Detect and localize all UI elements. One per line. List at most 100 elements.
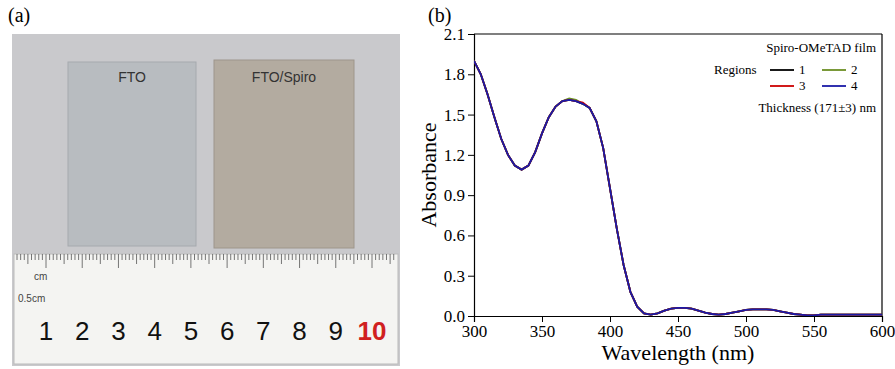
tick: 0.3 [444,267,474,286]
tick-label: 400 [598,322,624,341]
ruler-number: 10 [358,316,387,346]
ruler-tick [295,254,296,260]
ruler-tick [237,254,238,260]
ruler-tick [372,254,373,268]
ruler-tick [169,254,170,260]
tick: 2.1 [444,25,474,44]
ruler-tick [201,254,202,260]
ruler-tick [353,254,354,264]
tick-label: 350 [530,322,556,341]
tick: 0.9 [444,186,474,205]
tick-label: 2.1 [444,25,465,44]
figure: (a)FTOFTO/Spirocm0.5cm12345678910(b)3003… [0,0,895,369]
ruler-tick [27,254,28,264]
ruler-tick [64,254,65,264]
ruler-tick [361,254,362,260]
glass-fto [68,62,196,246]
ruler-tick [382,254,383,260]
tick-label: 550 [802,322,828,341]
ruler-tick [393,254,394,260]
ruler-tick [176,254,177,260]
ruler-tick [346,254,347,260]
ruler-tick [93,254,94,260]
tick: 300 [462,316,488,341]
ruler-tick [136,254,137,264]
ruler-tick [53,254,54,260]
tick-label: 450 [666,322,692,341]
ruler-tick [368,254,369,260]
ruler-tick [100,254,101,264]
ruler-tick [132,254,133,260]
ruler-tick [78,254,79,260]
ruler-tick [118,254,119,268]
ruler-tick [306,254,307,260]
y-axis-title: Absorbance [416,122,441,227]
panel-label: (b) [428,4,451,27]
tick-mark [468,195,474,196]
ruler-tick [198,254,199,260]
ruler-tick [256,254,257,260]
ruler-tick [288,254,289,260]
ruler-tick [350,254,351,260]
glass-fto-spiro [214,60,354,248]
ruler-tick [125,254,126,260]
ruler-tick [151,254,152,260]
legend: Spiro-OMeTAD filmRegions1234Thickness (1… [714,40,876,115]
tick: 1.5 [444,106,474,125]
legend-entry: 1 [799,62,806,77]
ruler-number: 5 [184,316,198,346]
tick-label: 0.3 [444,267,465,286]
tick-mark [468,155,474,156]
tick-label: 0.9 [444,186,465,205]
ruler-sub-unit: 0.5cm [18,293,45,304]
frame-top [474,33,882,34]
spectrum-line [474,61,882,315]
ruler-tick [20,254,21,260]
ruler-tick [339,254,340,260]
ruler-tick [46,254,47,268]
ruler-tick [129,254,130,260]
tick-mark [468,34,474,35]
ruler-tick [234,254,235,260]
ruler-tick [303,254,304,260]
ruler-tick [270,254,271,260]
ruler-tick [216,254,217,260]
ruler-tick [56,254,57,260]
ruler-tick [285,254,286,260]
frame-right [881,34,882,316]
tick-mark [468,276,474,277]
ruler-tick [114,254,115,260]
ruler-number: 4 [147,316,161,346]
ruler-tick [17,254,18,260]
ruler-tick [390,254,391,264]
legend-swatch [822,85,846,87]
ruler-tick [386,254,387,260]
ruler-tick [89,254,90,260]
ruler-tick [227,254,228,268]
ruler-number: 9 [329,316,343,346]
ruler-tick [328,254,329,260]
panel-label: (a) [8,4,30,27]
ruler-tick [230,254,231,260]
ruler-tick [111,254,112,260]
ruler-tick [245,254,246,264]
tick-label: 1.2 [444,146,465,165]
tick: 600 [870,316,895,341]
x-axis-title: Wavelength (nm) [602,340,755,365]
x-axis: 300350400450500550600 [462,316,895,341]
legend-swatch [770,85,794,87]
legend-entry: 3 [799,78,806,93]
tick-mark [468,235,474,236]
ruler-tick [379,254,380,260]
tick-mark [468,316,474,317]
ruler-tick [161,254,162,260]
ruler-tick [24,254,25,260]
legend-title: Spiro-OMeTAD film [766,40,876,55]
tick: 0.6 [444,226,474,245]
ruler-tick [335,254,336,268]
tick-label: 600 [870,322,895,341]
ruler-tick [292,254,293,260]
ruler-tick [310,254,311,260]
ruler-number: 1 [39,316,53,346]
ruler-tick [107,254,108,260]
